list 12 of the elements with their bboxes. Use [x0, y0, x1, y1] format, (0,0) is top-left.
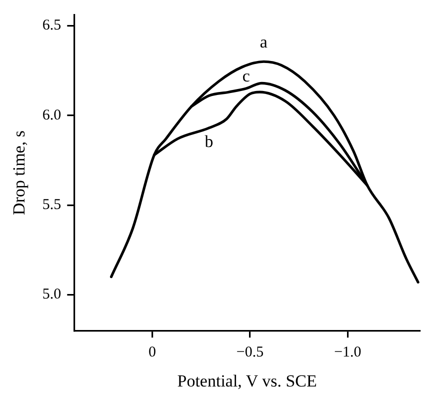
x-axis-title: Potential, V vs. SCE: [177, 371, 317, 390]
series-label: b: [204, 132, 214, 151]
y-tick-label: 5.0: [42, 286, 62, 303]
series-label: c: [242, 66, 250, 86]
x-tick-label: −1.0: [334, 344, 362, 361]
y-tick-label: 6.0: [42, 107, 62, 124]
y-tick-label: 6.5: [42, 18, 62, 34]
y-tick-label: 5.5: [42, 197, 62, 214]
y-axis-title: Drop time, s: [10, 130, 29, 216]
series-label: a: [260, 32, 268, 52]
x-tick-label: −0.5: [236, 344, 264, 361]
x-tick-label: 0: [148, 344, 156, 361]
